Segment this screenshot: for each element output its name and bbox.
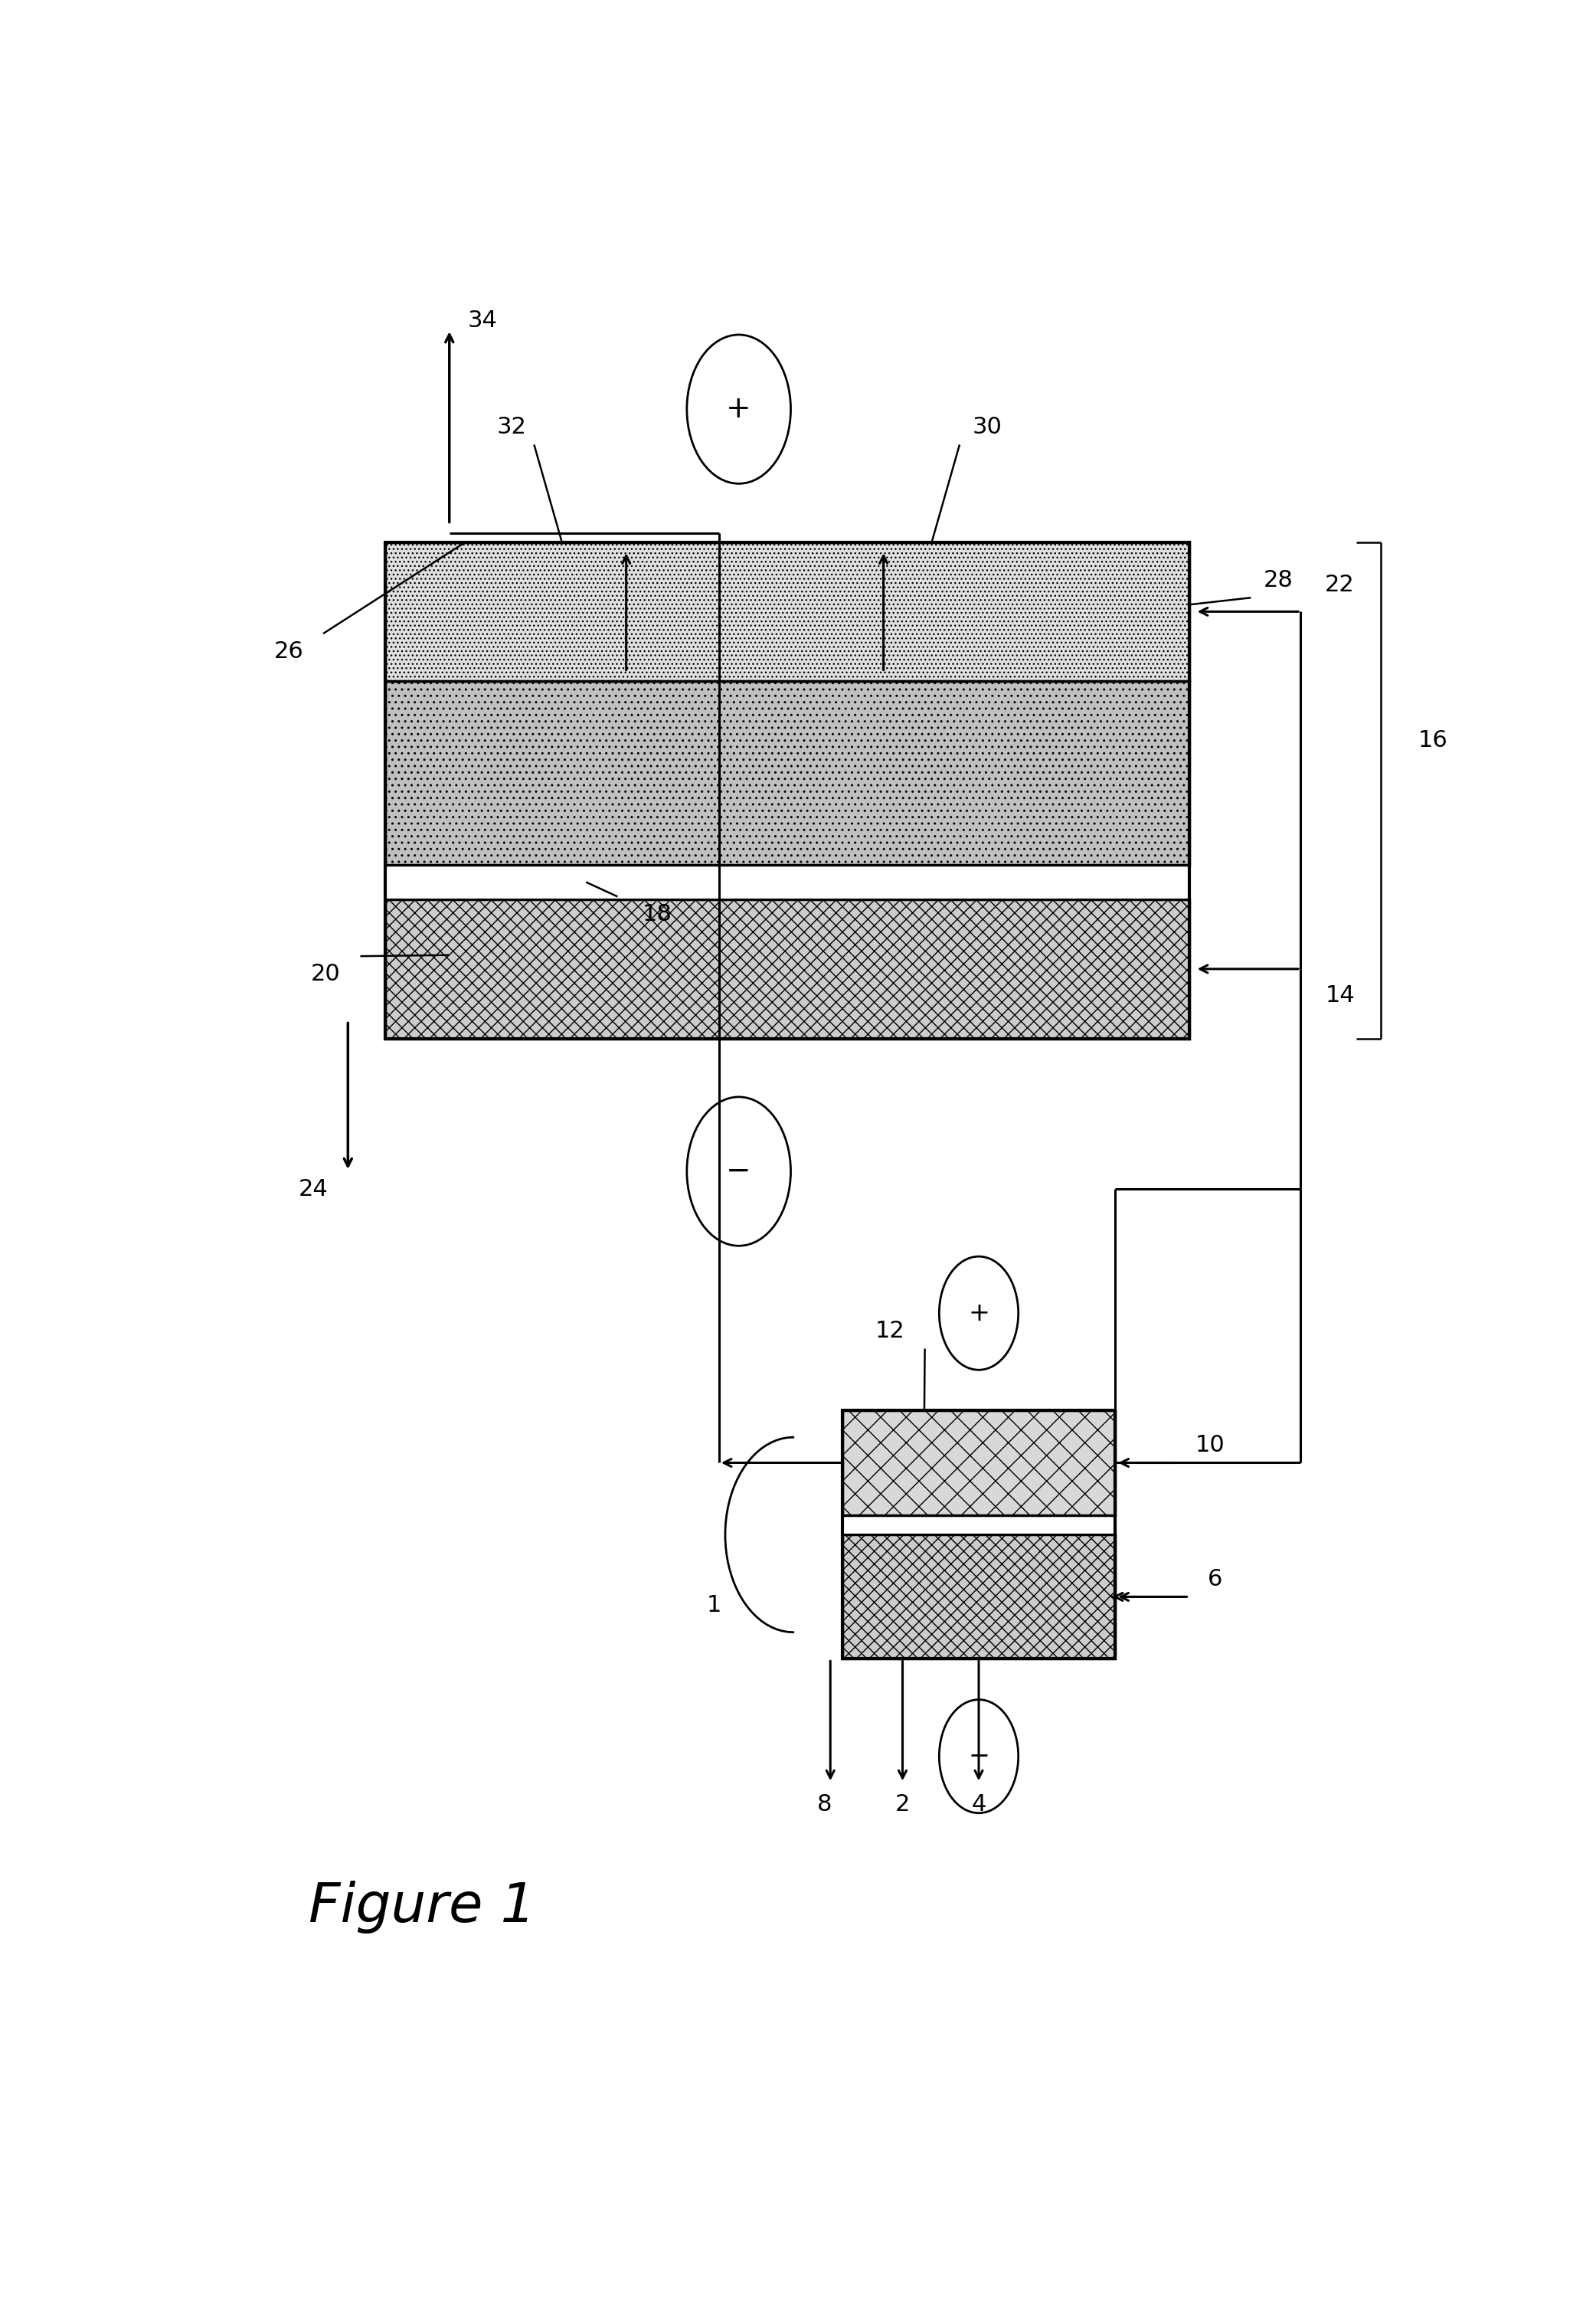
Text: +: +	[969, 1301, 990, 1326]
Bar	[385, 681, 1189, 866]
Text: 8: 8	[817, 1793, 832, 1816]
Bar	[385, 543, 1189, 681]
Text: 34: 34	[468, 308, 498, 331]
Text: 10: 10	[1195, 1434, 1224, 1457]
Text: 12: 12	[875, 1319, 905, 1342]
Text: 20: 20	[311, 962, 340, 985]
Text: 4: 4	[972, 1793, 986, 1816]
Text: 28: 28	[1264, 569, 1293, 592]
Text: 24: 24	[298, 1179, 329, 1199]
Text: +: +	[726, 394, 752, 424]
Text: 16: 16	[1417, 730, 1448, 753]
Text: 22: 22	[1325, 573, 1355, 596]
Text: 30: 30	[972, 417, 1002, 437]
Text: −: −	[969, 1743, 990, 1768]
Text: 32: 32	[496, 417, 527, 437]
Bar	[843, 1411, 1114, 1660]
Text: −: −	[726, 1158, 752, 1186]
Text: 6: 6	[1208, 1568, 1223, 1591]
Bar	[843, 1411, 1114, 1515]
Text: 18: 18	[642, 902, 672, 925]
Text: 26: 26	[275, 640, 303, 663]
Bar	[843, 1515, 1114, 1535]
Text: 1: 1	[707, 1595, 721, 1616]
Text: 14: 14	[1325, 985, 1355, 1006]
Bar	[385, 900, 1189, 1038]
Bar	[385, 866, 1189, 900]
Bar	[385, 541, 1189, 1038]
Text: 2: 2	[895, 1793, 910, 1816]
Text: Figure 1: Figure 1	[308, 1881, 536, 1934]
Bar	[843, 1535, 1114, 1660]
